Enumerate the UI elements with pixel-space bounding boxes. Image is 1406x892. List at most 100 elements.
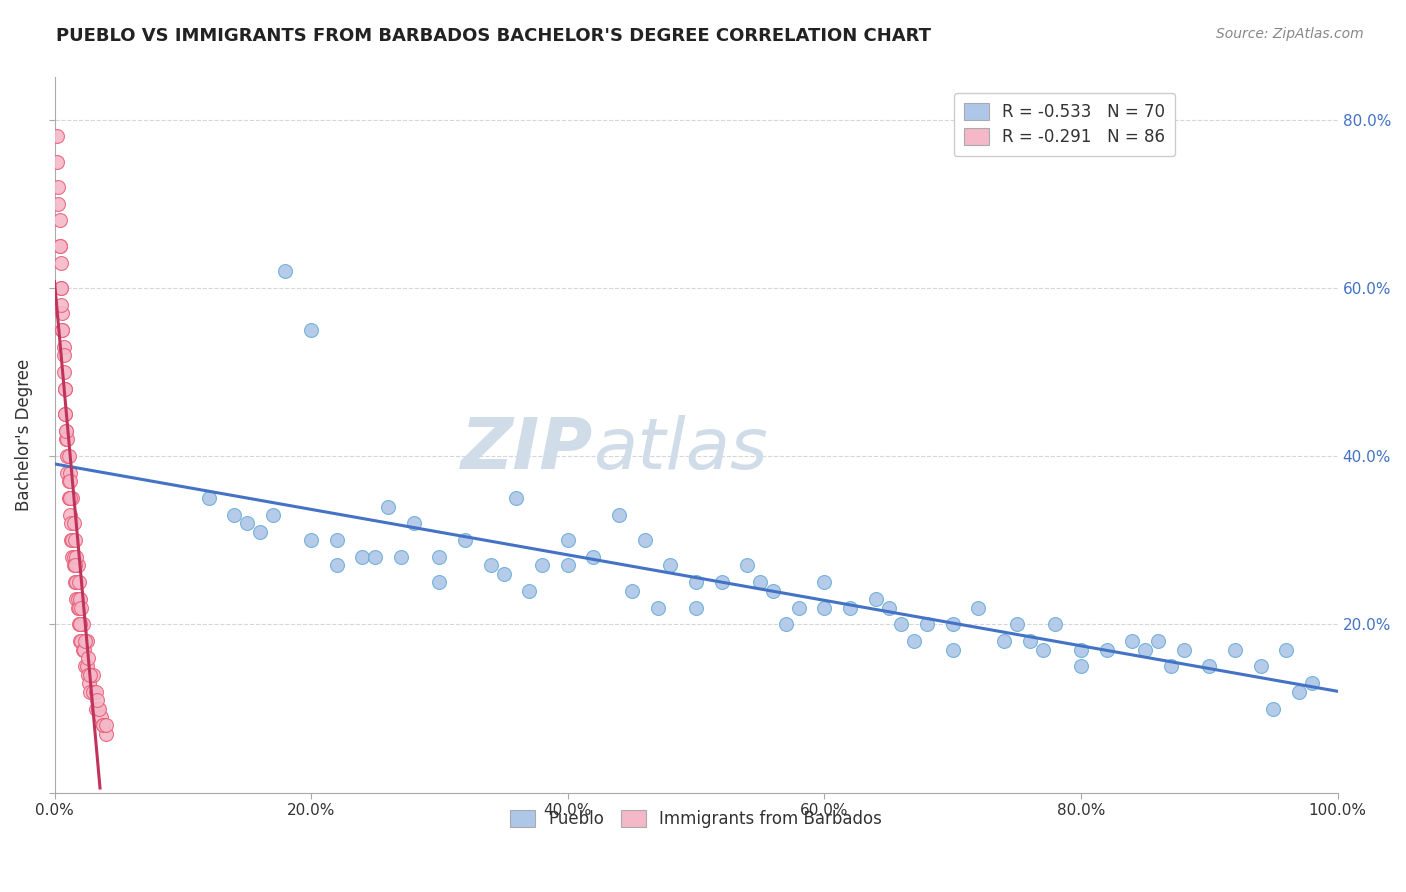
Point [70,600,93,615]
Point [865,592,887,607]
Point [749,575,772,590]
Point [69,617,91,632]
Point [56,449,79,463]
Point [70,634,93,648]
Point [79,684,101,698]
Point [877,600,900,615]
Point [710,575,733,590]
Point [67,617,90,632]
Point [77,668,100,682]
Point [52,365,75,379]
Point [48,238,70,252]
Point [48,196,70,211]
Point [79,668,101,682]
Point [58,475,80,489]
Point [903,634,925,648]
Point [1070,642,1092,657]
Point [262,508,284,522]
Point [1070,659,1092,673]
Point [51,323,73,337]
Point [377,500,399,514]
Point [73,642,96,657]
Point [429,550,451,565]
Point [90,710,112,724]
Point [66,600,89,615]
Point [620,583,643,598]
Point [1250,659,1272,673]
Text: atlas: atlas [593,415,768,483]
Point [1223,642,1246,657]
Point [62,516,84,531]
Point [224,508,246,522]
Point [762,583,785,598]
Point [1160,659,1182,673]
Point [1275,642,1298,657]
Y-axis label: Bachelor's Degree: Bachelor's Degree [15,359,32,511]
Point [82,668,104,682]
Point [1005,617,1028,632]
Point [53,382,76,396]
Point [53,382,76,396]
Point [76,634,98,648]
Point [55,432,77,446]
Point [67,575,90,590]
Point [685,600,707,615]
Point [531,558,554,573]
Point [51,306,73,320]
Point [62,491,84,505]
Point [364,550,387,565]
Point [787,600,810,615]
Point [1301,676,1323,690]
Point [60,533,83,548]
Point [56,466,79,480]
Point [274,264,297,278]
Point [634,533,657,548]
Point [1133,642,1156,657]
Point [1198,659,1220,673]
Point [659,558,682,573]
Point [942,642,965,657]
Point [326,533,349,548]
Point [557,533,579,548]
Point [69,634,91,648]
Point [942,617,965,632]
Point [84,684,107,698]
Point [1263,701,1285,715]
Point [66,558,89,573]
Point [49,281,72,295]
Point [1045,617,1067,632]
Point [62,558,84,573]
Point [1095,642,1118,657]
Point [59,475,82,489]
Point [53,407,76,421]
Point [87,701,110,715]
Point [91,718,114,732]
Point [69,592,91,607]
Point [63,533,86,548]
Point [69,617,91,632]
Point [48,213,70,227]
Point [326,558,349,573]
Point [197,491,219,505]
Point [46,129,69,144]
Point [775,617,797,632]
Point [65,550,87,565]
Point [59,466,82,480]
Point [52,348,75,362]
Point [299,533,322,548]
Point [389,550,412,565]
Point [49,255,72,269]
Point [55,424,77,438]
Point [505,491,527,505]
Point [59,491,82,505]
Point [607,508,630,522]
Point [72,642,94,657]
Point [1173,642,1195,657]
Point [77,651,100,665]
Point [52,340,75,354]
Point [75,659,97,673]
Point [94,718,117,732]
Point [647,600,669,615]
Point [82,684,104,698]
Point [58,491,80,505]
